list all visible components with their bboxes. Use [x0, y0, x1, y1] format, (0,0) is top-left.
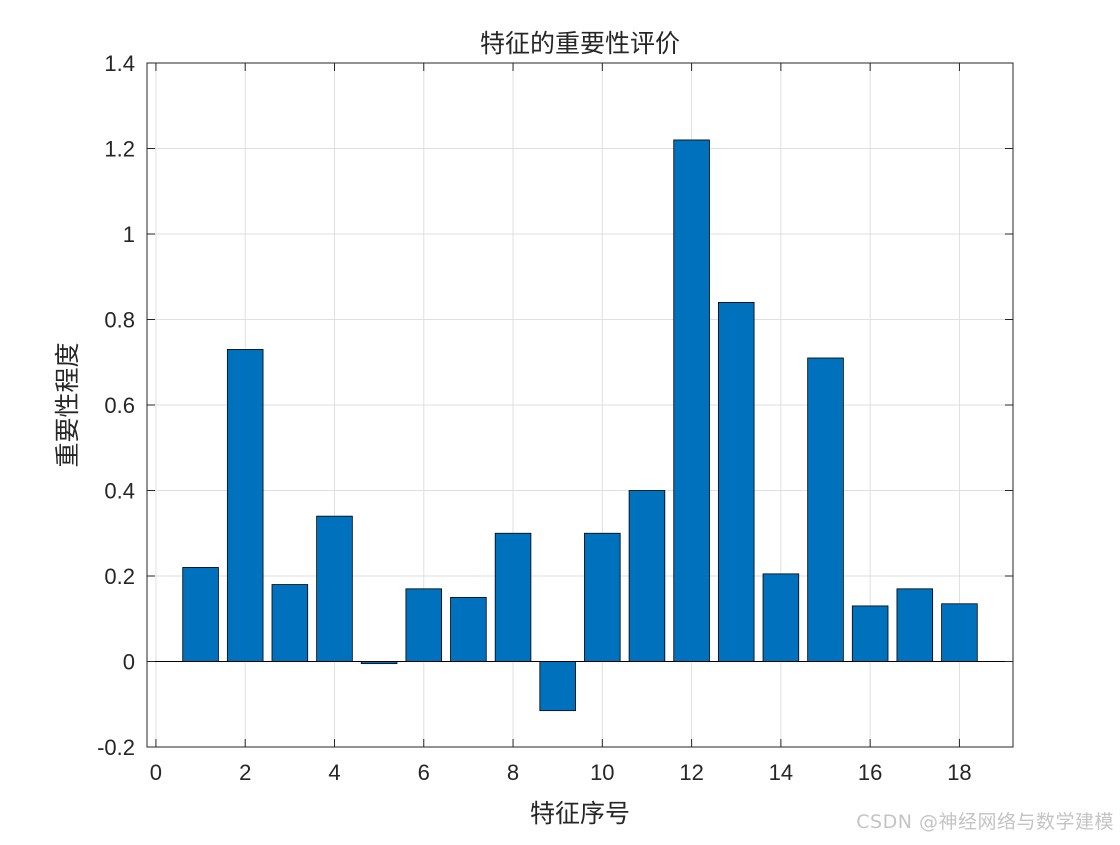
bar: [851, 605, 889, 662]
y-axis-label: 重要性程度: [53, 342, 82, 467]
chart-title: 特征的重要性评价: [480, 29, 680, 58]
axis-layer: 0 2 4 6 8 10 12 14 16 18 -0.2 0 0.2 0.4 0.6 0.8 1 1.2 1.4: [97, 51, 1014, 785]
y-tick-label: 0.8: [104, 308, 135, 333]
bar: [539, 661, 576, 712]
y-tick-label: 0: [123, 650, 135, 675]
bar: [316, 515, 353, 662]
bar: [896, 588, 934, 662]
bar: [807, 357, 844, 662]
bar: [762, 573, 800, 662]
x-tick-label: 2: [239, 760, 251, 785]
y-tick-label: 0.6: [104, 393, 135, 418]
x-tick-label: 10: [590, 760, 614, 785]
x-tick-label: 0: [150, 760, 162, 785]
bar: [226, 349, 264, 662]
bar: [494, 532, 532, 662]
x-tick-label: 8: [507, 760, 519, 785]
bar: [673, 139, 710, 662]
y-tick-label: 1.4: [104, 51, 135, 76]
x-tick-label: 4: [328, 760, 340, 785]
bar-layer: [147, 139, 1013, 712]
x-tick-label: 16: [858, 760, 882, 785]
y-tick-label: 0.2: [104, 564, 135, 589]
y-tick-label: 0.4: [104, 479, 135, 504]
y-tick-label: 1: [123, 222, 135, 247]
watermark: CSDN @神经网络与数学建模: [856, 811, 1114, 833]
bar: [450, 596, 487, 662]
bar: [628, 490, 666, 662]
y-tick-label: 1.2: [104, 137, 135, 162]
bar: [182, 567, 219, 662]
bar: [584, 532, 621, 662]
x-tick-label: 14: [769, 760, 793, 785]
y-tick-label: -0.2: [97, 735, 135, 760]
x-axis-label: 特征序号: [530, 799, 630, 828]
bar: [717, 301, 755, 662]
bar: [405, 588, 443, 662]
x-tick-label: 18: [947, 760, 971, 785]
x-tick-label: 12: [679, 760, 703, 785]
bar: [271, 584, 309, 662]
bar: [941, 603, 978, 662]
x-tick-label: 6: [418, 760, 430, 785]
